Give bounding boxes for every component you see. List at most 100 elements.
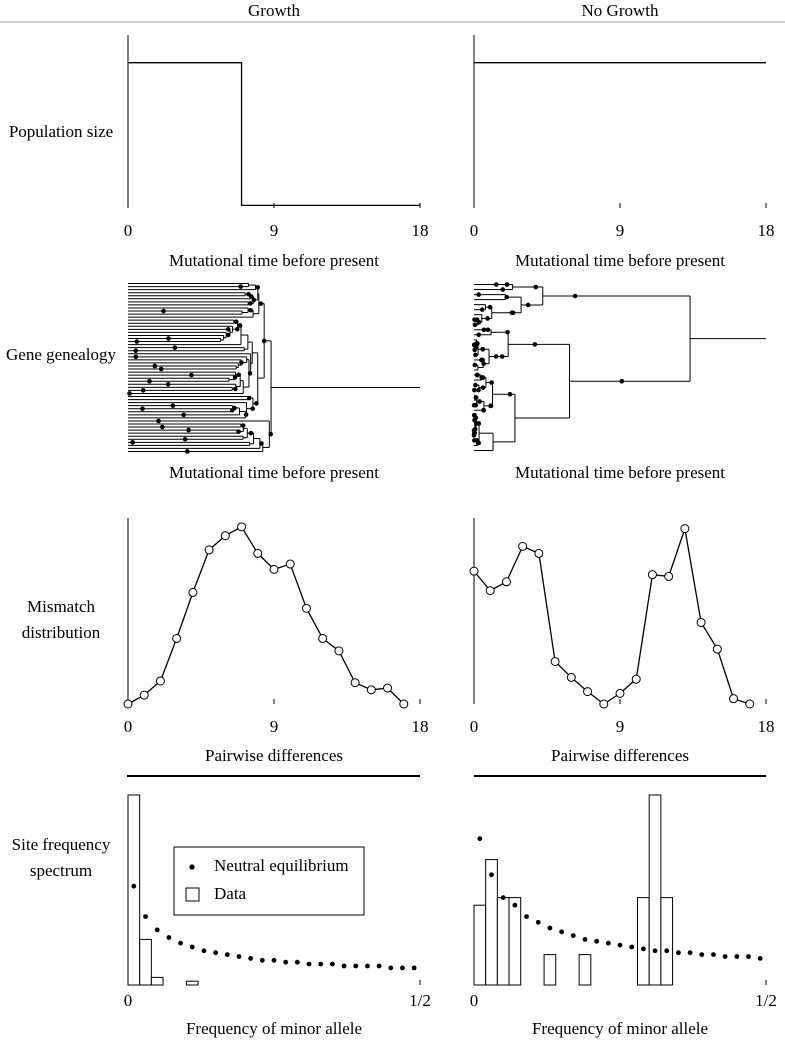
data-point: [155, 676, 165, 686]
mutation-dot: [248, 430, 254, 436]
mutation-dot: [533, 284, 539, 290]
equilibrium-dot: [236, 954, 242, 959]
mutation-dot: [147, 378, 152, 384]
x-tick-label: 18: [758, 717, 775, 736]
histogram-bar: [578, 954, 592, 986]
histogram-bar: [648, 794, 662, 986]
mutation-dot: [250, 406, 256, 411]
mutation-dot: [473, 352, 478, 358]
mutation-dot: [475, 341, 480, 346]
histogram-bar: [660, 897, 674, 986]
mutation-dot: [472, 387, 477, 393]
data-point: [334, 646, 344, 656]
mutation-dot: [474, 421, 479, 426]
equilibrium-dot: [341, 963, 347, 969]
mutation-dot: [481, 327, 487, 333]
mutation-dot: [619, 378, 625, 384]
data-point: [237, 522, 247, 532]
histogram-bar: [496, 897, 510, 986]
equilibrium-dot: [259, 957, 265, 963]
mutation-dot: [471, 402, 477, 408]
x-axis-label: Pairwise differences: [551, 746, 689, 765]
mutation-dot: [476, 292, 481, 297]
equilibrium-dot: [388, 965, 394, 971]
mutation-dot: [476, 387, 481, 393]
equilibrium-dot: [400, 965, 405, 971]
column-title: No Growth: [582, 1, 659, 20]
mutation-dot: [472, 426, 478, 432]
equilibrium-dot: [664, 948, 670, 954]
equilibrium-dot: [676, 950, 681, 956]
equilibrium-dot: [248, 956, 254, 961]
mutation-dot: [476, 319, 482, 325]
data-point: [615, 688, 625, 698]
mutation-dot: [532, 342, 538, 347]
mutation-dot: [499, 354, 505, 359]
x-axis-label: Mutational time before present: [169, 463, 379, 482]
mutation-dot: [232, 405, 237, 411]
equilibrium-dot: [411, 965, 417, 971]
histogram-bar: [185, 980, 199, 986]
x-tick-label: 18: [412, 717, 429, 736]
equilibrium-dot: [594, 938, 600, 944]
mutation-dot: [489, 380, 494, 385]
equilibrium-dot: [365, 963, 370, 969]
equilibrium-dot: [617, 942, 623, 948]
data-point: [745, 699, 755, 709]
data-point: [269, 564, 279, 574]
mutation-dot: [127, 391, 132, 396]
histogram-bar: [508, 897, 522, 986]
histogram-bar: [543, 954, 557, 986]
mutation-dot: [243, 412, 249, 417]
mutation-dot: [572, 293, 578, 299]
equilibrium-dot: [629, 944, 635, 950]
mutation-dot: [247, 301, 253, 306]
mutation-dot: [133, 354, 139, 360]
x-axis-label: Pairwise differences: [205, 746, 343, 765]
mutation-dot: [160, 424, 165, 430]
data-point: [534, 548, 544, 558]
mutation-dot: [472, 362, 478, 368]
mutation-dot: [480, 375, 486, 380]
histogram-bar: [127, 794, 141, 986]
equilibrium-dot: [271, 957, 277, 963]
mutation-dot: [479, 307, 485, 312]
equilibrium-dot: [746, 954, 751, 959]
x-tick-label: 9: [270, 221, 279, 240]
mutation-dot: [158, 366, 164, 372]
histogram-bar: [473, 904, 487, 986]
x-tick-label: 0: [124, 991, 133, 1010]
data-point: [204, 545, 214, 555]
mutation-dot: [480, 385, 486, 390]
mutation-dot: [238, 284, 244, 289]
data-point: [301, 603, 311, 613]
mutation-dot: [161, 308, 166, 314]
data-point: [285, 559, 295, 569]
mutation-dot: [165, 381, 171, 387]
mutation-dot: [258, 301, 264, 306]
equilibrium-dot: [178, 940, 183, 946]
mutation-dot: [504, 282, 510, 287]
mutation-dot: [487, 304, 493, 310]
mutation-dot: [476, 332, 481, 338]
mutation-dot: [246, 395, 252, 401]
mutation-dot: [248, 307, 253, 313]
mutation-dot: [134, 339, 140, 344]
x-tick-label: 9: [616, 717, 625, 736]
mutation-dot: [251, 297, 257, 303]
legend-label: Neutral equilibrium: [214, 856, 349, 875]
x-tick-label: 0: [124, 717, 133, 736]
data-point: [469, 566, 479, 576]
equilibrium-dot: [306, 961, 312, 967]
mutation-dot: [156, 418, 161, 424]
mutation-dot: [170, 403, 176, 408]
equilibrium-dot: [330, 961, 335, 967]
mutation-dot: [248, 294, 254, 299]
mutation-dot: [472, 438, 477, 443]
data-point: [729, 694, 739, 704]
equilibrium-dot: [201, 948, 207, 954]
mutation-dot: [481, 361, 486, 367]
mutation-dot: [152, 363, 158, 369]
mutation-dot: [509, 310, 515, 316]
equilibrium-dot: [524, 914, 529, 919]
